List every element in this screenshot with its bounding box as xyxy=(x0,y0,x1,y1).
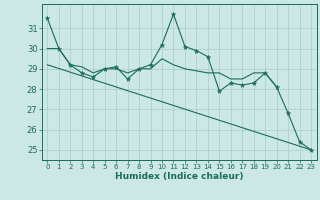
X-axis label: Humidex (Indice chaleur): Humidex (Indice chaleur) xyxy=(115,172,244,181)
